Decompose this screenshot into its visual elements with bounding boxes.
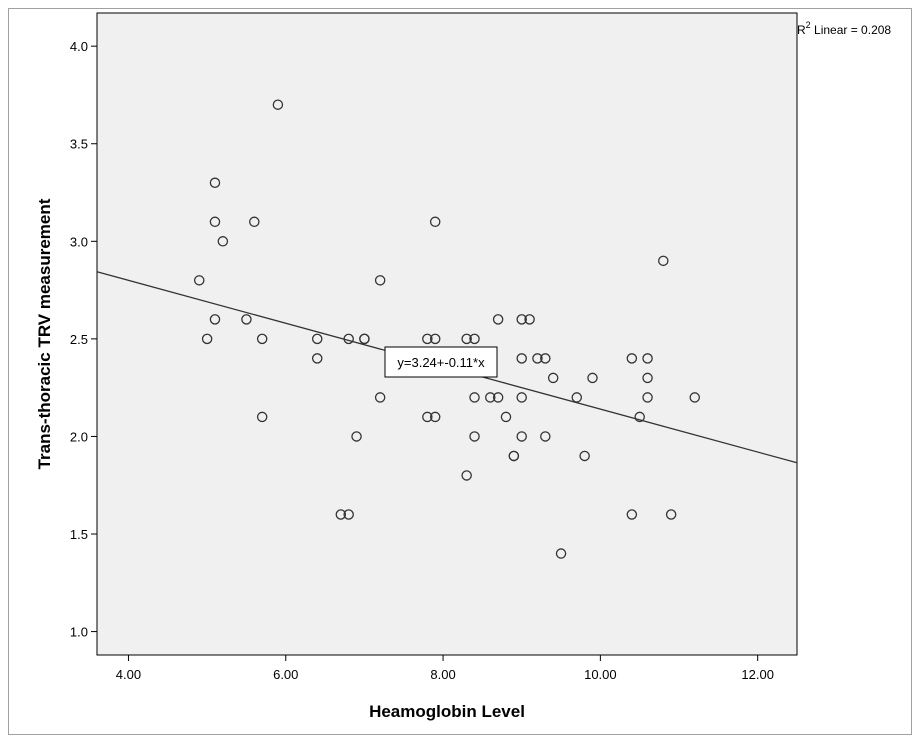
plot-area [96, 12, 798, 656]
data-point [469, 431, 480, 442]
data-point [524, 314, 535, 325]
data-point [469, 392, 480, 403]
data-point [469, 333, 480, 345]
y-tick-label: 4.0 [70, 39, 88, 54]
data-point [374, 275, 386, 286]
data-point [209, 314, 221, 325]
data-point [209, 216, 221, 228]
data-point [658, 255, 669, 267]
data-point [665, 509, 677, 520]
data-point [555, 548, 567, 559]
data-point [351, 431, 362, 442]
data-point [429, 411, 441, 423]
x-tick-label: 10.00 [584, 667, 617, 682]
data-point [249, 216, 260, 228]
data-point [311, 333, 323, 345]
data-point [540, 431, 551, 442]
data-point [516, 392, 527, 403]
data-point [508, 450, 520, 462]
data-points [193, 99, 701, 559]
data-point [642, 353, 653, 364]
data-point [256, 411, 268, 423]
data-point [422, 333, 433, 345]
data-point [217, 236, 229, 247]
data-point [547, 372, 559, 384]
data-point [359, 333, 370, 345]
data-point [642, 372, 653, 384]
data-point [626, 353, 638, 364]
data-point [540, 353, 551, 364]
data-point [272, 99, 284, 110]
data-point [374, 392, 386, 403]
x-tick-label: 4.00 [116, 667, 141, 682]
x-tick-label: 6.00 [273, 667, 298, 682]
chart-frame [8, 8, 912, 735]
y-axis: 1.0 1.5 2.0 2.5 3.0 3.5 4.0 [70, 39, 97, 640]
y-tick-label: 2.5 [70, 332, 88, 347]
data-point [626, 509, 638, 520]
data-point [429, 333, 441, 345]
data-point [492, 392, 504, 403]
data-point [516, 431, 527, 442]
data-point [516, 353, 527, 364]
y-axis-title: Trans-thoracic TRV measurement [35, 198, 54, 469]
y-tick-label: 3.0 [70, 234, 88, 249]
y-tick-label: 2.0 [70, 429, 88, 444]
r-squared-label: R2 Linear = 0.208 [797, 20, 891, 37]
data-point [461, 470, 472, 481]
data-point [532, 353, 543, 364]
data-point [343, 509, 354, 520]
data-point [579, 450, 590, 462]
data-point [485, 392, 496, 403]
r-squared-value: Linear = 0.208 [811, 23, 892, 37]
data-point [256, 333, 268, 345]
data-point [516, 314, 527, 325]
y-tick-label: 1.5 [70, 527, 88, 542]
fit-equation-box: y=3.24+-0.11*x [384, 346, 498, 378]
x-tick-label: 12.00 [741, 667, 774, 682]
data-point [429, 216, 441, 228]
data-point [311, 353, 323, 364]
data-point [492, 314, 504, 325]
data-point [500, 411, 512, 423]
r-squared-prefix: R [797, 23, 806, 37]
data-point [461, 333, 472, 345]
data-point [193, 275, 205, 286]
data-point [209, 177, 221, 189]
fit-equation-label: y=3.24+-0.11*x [397, 355, 485, 370]
data-point [422, 411, 433, 423]
y-tick-label: 1.0 [70, 625, 88, 640]
x-tick-label: 8.00 [430, 667, 455, 682]
x-axis: 4.00 6.00 8.00 10.00 12.00 [116, 655, 774, 682]
y-tick-label: 3.5 [70, 137, 88, 152]
data-point [201, 333, 213, 345]
data-point [335, 509, 347, 520]
data-point [634, 411, 645, 423]
data-point [642, 392, 653, 403]
fit-equation-border [384, 346, 498, 378]
data-point [689, 392, 701, 403]
x-axis-title: Heamoglobin Level [369, 702, 525, 721]
data-point [587, 372, 598, 384]
data-point [241, 314, 252, 325]
r-squared-superscript: 2 [806, 20, 811, 30]
